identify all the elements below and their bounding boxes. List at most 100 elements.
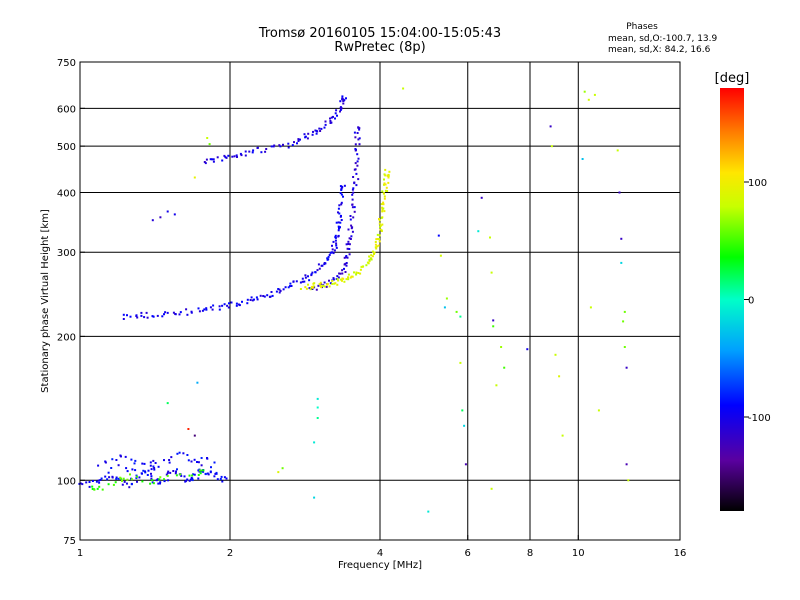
- data-point: [342, 98, 345, 101]
- data-point: [339, 272, 342, 275]
- data-point: [166, 311, 169, 314]
- data-point: [329, 122, 332, 124]
- data-point: [352, 191, 355, 194]
- data-point: [299, 138, 301, 141]
- data-point: [248, 150, 251, 153]
- data-point: [315, 288, 318, 291]
- data-point: [581, 158, 584, 160]
- data-point: [193, 458, 196, 461]
- data-point: [338, 226, 341, 229]
- data-point: [324, 120, 327, 123]
- data-point: [151, 481, 154, 484]
- data-point: [212, 304, 215, 307]
- data-point: [383, 192, 385, 195]
- data-point: [381, 190, 384, 193]
- data-point: [334, 112, 337, 115]
- data-point: [256, 298, 259, 301]
- data-point: [159, 216, 162, 219]
- data-point: [270, 291, 273, 293]
- data-point: [122, 313, 125, 316]
- data-point: [356, 153, 359, 156]
- data-point: [326, 283, 328, 286]
- data-point: [369, 257, 372, 260]
- data-point: [346, 247, 349, 250]
- data-point: [227, 154, 230, 157]
- data-point: [293, 141, 295, 144]
- data-point: [186, 313, 189, 316]
- data-point: [340, 107, 343, 110]
- data-point: [381, 223, 384, 226]
- data-point: [353, 206, 356, 209]
- data-point: [216, 156, 219, 159]
- data-point: [323, 285, 326, 288]
- data-point: [319, 130, 322, 132]
- data-point: [380, 229, 383, 232]
- data-point: [331, 279, 334, 282]
- data-point: [291, 144, 294, 147]
- data-point: [348, 237, 351, 240]
- data-point: [209, 470, 212, 473]
- data-point: [164, 311, 167, 314]
- data-point: [339, 108, 342, 111]
- data-point: [346, 256, 349, 259]
- data-point: [238, 304, 241, 307]
- data-point: [119, 476, 122, 479]
- data-point: [166, 210, 169, 213]
- data-point: [337, 276, 340, 279]
- data-point: [268, 295, 271, 298]
- data-point: [349, 238, 352, 240]
- data-point: [198, 469, 201, 472]
- data-point: [125, 467, 128, 470]
- data-point: [200, 457, 203, 459]
- data-point: [221, 480, 224, 483]
- data-point: [205, 307, 208, 310]
- data-point: [337, 279, 340, 282]
- data-point: [167, 479, 170, 482]
- data-point: [329, 120, 332, 122]
- data-point: [338, 227, 340, 230]
- data-point: [334, 239, 337, 242]
- data-point: [287, 146, 290, 149]
- data-point: [332, 278, 335, 281]
- data-point: [107, 483, 110, 486]
- data-point: [210, 466, 212, 469]
- data-point: [214, 472, 217, 475]
- data-point: [317, 263, 320, 266]
- data-point: [149, 461, 152, 464]
- data-point: [347, 273, 350, 276]
- data-point: [144, 470, 146, 473]
- data-point: [97, 464, 100, 467]
- data-point: [338, 204, 341, 207]
- data-point: [196, 381, 199, 384]
- data-point: [146, 316, 149, 319]
- data-point: [374, 241, 377, 243]
- data-point: [271, 294, 274, 297]
- data-point: [206, 457, 209, 460]
- data-point: [135, 474, 138, 477]
- data-point: [342, 102, 345, 105]
- data-point: [314, 271, 317, 274]
- data-point: [352, 176, 355, 178]
- data-point: [368, 259, 371, 261]
- data-point: [378, 218, 380, 220]
- data-point: [136, 475, 138, 478]
- data-point: [182, 452, 185, 455]
- data-point: [387, 176, 390, 179]
- data-point: [190, 476, 193, 479]
- data-point: [323, 281, 326, 284]
- data-point: [303, 133, 306, 136]
- data-point: [200, 464, 203, 467]
- data-point: [343, 267, 345, 270]
- data-point: [169, 471, 172, 474]
- data-point: [337, 229, 340, 232]
- data-point: [223, 303, 226, 306]
- data-point: [387, 181, 390, 184]
- data-point: [278, 144, 281, 147]
- data-point: [196, 461, 198, 463]
- data-point: [78, 482, 81, 485]
- data-point: [149, 482, 152, 485]
- data-point: [140, 311, 143, 314]
- data-point: [230, 301, 233, 304]
- data-point: [278, 291, 281, 294]
- data-point: [350, 275, 353, 278]
